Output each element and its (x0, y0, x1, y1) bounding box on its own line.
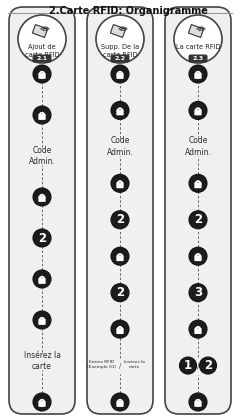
FancyBboxPatch shape (116, 328, 124, 334)
Circle shape (111, 247, 129, 265)
Polygon shape (110, 25, 126, 38)
Text: Code
Admin.: Code Admin. (29, 146, 55, 166)
FancyBboxPatch shape (116, 110, 124, 116)
Text: Insérez la
carte: Insérez la carte (24, 351, 60, 372)
FancyBboxPatch shape (165, 7, 231, 414)
Circle shape (174, 15, 222, 63)
Text: 1: 1 (184, 359, 192, 372)
Circle shape (189, 247, 207, 265)
Circle shape (189, 320, 207, 338)
Circle shape (33, 393, 51, 411)
FancyBboxPatch shape (110, 55, 130, 63)
Circle shape (33, 106, 51, 124)
Text: Insérez la
carte: Insérez la carte (124, 360, 145, 369)
Circle shape (199, 357, 216, 374)
Text: Code
Admin.: Code Admin. (107, 136, 133, 157)
Circle shape (111, 101, 129, 119)
Text: Code
Admin.: Code Admin. (185, 136, 211, 157)
Text: Ajout de
carte RFID: Ajout de carte RFID (25, 44, 59, 58)
Circle shape (33, 270, 51, 288)
FancyBboxPatch shape (194, 328, 202, 334)
Circle shape (111, 320, 129, 338)
FancyBboxPatch shape (38, 401, 46, 407)
Circle shape (180, 357, 197, 374)
FancyBboxPatch shape (38, 319, 46, 325)
FancyBboxPatch shape (194, 110, 202, 116)
Circle shape (33, 65, 51, 83)
Text: 2: 2 (194, 213, 202, 226)
FancyBboxPatch shape (116, 255, 124, 261)
Circle shape (111, 284, 129, 301)
Text: 2: 2 (38, 231, 46, 244)
FancyBboxPatch shape (32, 55, 52, 63)
Circle shape (111, 65, 129, 83)
Text: 2.3: 2.3 (192, 56, 204, 61)
FancyBboxPatch shape (194, 401, 202, 407)
Circle shape (189, 284, 207, 301)
Text: 2: 2 (116, 213, 124, 226)
Text: 3: 3 (194, 286, 202, 299)
Circle shape (189, 174, 207, 192)
Circle shape (96, 15, 144, 63)
Circle shape (33, 311, 51, 329)
Circle shape (33, 229, 51, 247)
FancyBboxPatch shape (38, 278, 46, 284)
FancyBboxPatch shape (87, 7, 153, 414)
Circle shape (189, 211, 207, 229)
Circle shape (18, 15, 66, 63)
FancyBboxPatch shape (116, 182, 124, 188)
Polygon shape (188, 25, 204, 38)
Text: 2.2: 2.2 (114, 56, 126, 61)
FancyBboxPatch shape (194, 182, 202, 188)
Circle shape (33, 188, 51, 206)
FancyBboxPatch shape (116, 73, 124, 79)
Text: /: / (119, 362, 121, 369)
Circle shape (189, 393, 207, 411)
Text: La carte RFID: La carte RFID (176, 44, 220, 50)
Circle shape (189, 101, 207, 119)
Text: 2.1: 2.1 (36, 56, 48, 61)
Text: 2.Carte RFID: Organigramme: 2.Carte RFID: Organigramme (48, 6, 207, 16)
FancyBboxPatch shape (194, 73, 202, 79)
Text: Supp. De la
carte RFID: Supp. De la carte RFID (101, 44, 139, 58)
FancyBboxPatch shape (38, 73, 46, 79)
Text: 2: 2 (116, 286, 124, 299)
FancyBboxPatch shape (194, 255, 202, 261)
FancyBboxPatch shape (38, 114, 46, 120)
Circle shape (111, 393, 129, 411)
FancyBboxPatch shape (116, 401, 124, 407)
Circle shape (189, 65, 207, 83)
Circle shape (111, 211, 129, 229)
Text: 2: 2 (204, 359, 212, 372)
Polygon shape (32, 25, 48, 38)
FancyBboxPatch shape (38, 196, 46, 202)
Text: Entrez RFID
(Exemple 01): Entrez RFID (Exemple 01) (87, 360, 116, 369)
FancyBboxPatch shape (9, 7, 75, 414)
FancyBboxPatch shape (188, 55, 208, 63)
Circle shape (111, 174, 129, 192)
Text: /: / (197, 361, 199, 370)
